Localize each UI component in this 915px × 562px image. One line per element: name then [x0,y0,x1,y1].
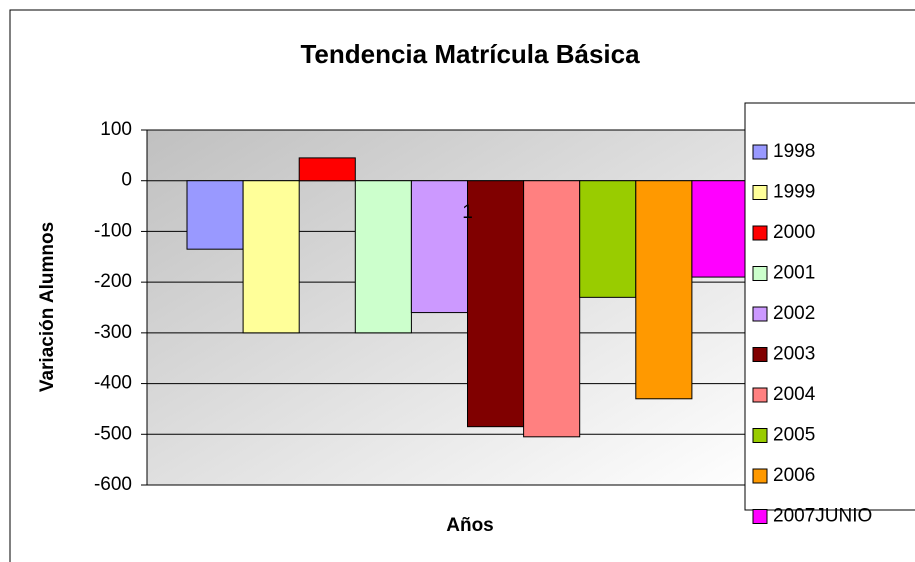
y-tick-label: -600 [94,474,132,495]
legend-label: 2003 [773,344,815,365]
bar [298,157,356,182]
legend-swatch [752,468,768,484]
legend-label: 2006 [773,465,815,486]
legend-swatch [752,387,768,403]
y-tick-label: -300 [94,322,132,343]
bar [691,180,749,278]
legend-label: 2000 [773,222,815,243]
bar [186,180,244,250]
y-tick-label: 100 [100,119,132,140]
bar [635,180,693,400]
bar [523,180,581,438]
bar [579,180,637,298]
y-tick-label: -100 [94,220,132,241]
legend-label: 2005 [773,425,815,446]
chart-title: Tendencia Matrícula Básica [300,39,640,69]
bar [354,180,412,334]
y-tick-label: 0 [121,170,132,191]
legend-swatch [752,185,768,200]
legend-swatch [752,266,768,281]
legend-label: 1998 [773,141,815,162]
legend-swatch [752,225,768,241]
legend-swatch [752,428,768,443]
y-tick-label: -200 [94,271,132,292]
legend-swatch [752,509,768,524]
legend-swatch [752,144,768,160]
legend-label: 2002 [773,303,815,324]
x-axis-label: Años [446,515,494,536]
x-tick-label: 1 [462,202,473,223]
legend-label: 1999 [773,182,815,203]
y-tick-label: -400 [94,373,132,394]
legend-swatch [752,347,768,362]
legend [744,102,915,511]
legend-label: 2001 [773,263,815,284]
legend-label: 2004 [773,384,816,405]
bar [410,180,468,314]
bar [467,180,525,428]
y-axis-label: Variación Alumnos [37,222,58,392]
bar [242,180,300,334]
y-tick-label: -500 [94,423,132,444]
legend-label: 2007JUNIO [773,506,872,527]
legend-swatch [752,306,768,322]
